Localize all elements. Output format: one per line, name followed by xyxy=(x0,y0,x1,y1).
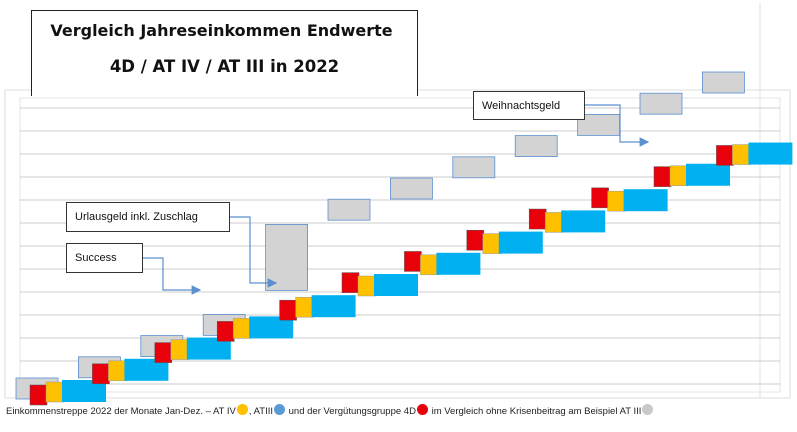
bar-at4-Nov xyxy=(669,165,689,187)
chart-caption: Einkommenstreppe 2022 der Monate Jan-Dez… xyxy=(6,404,654,417)
inner-frame xyxy=(19,97,781,393)
gray-dot-icon xyxy=(642,404,654,415)
bar-4d-Okt xyxy=(591,187,609,209)
chart-title-box: Vergleich Jahreseinkommen Endwerte 4D / … xyxy=(31,10,418,96)
bar-at3-blue-Jan xyxy=(62,380,106,402)
yellow-dot-icon xyxy=(236,404,248,415)
bar-4d-Nov xyxy=(653,166,672,187)
success-arrow xyxy=(143,257,202,295)
bar-at3-Dez xyxy=(702,71,745,94)
weihnachtsgeld-arrow xyxy=(585,104,650,147)
weihnachtsgeld-label: Weihnachtsgeld xyxy=(482,99,561,112)
bar-at4-Aug xyxy=(482,233,502,254)
bar-at3-blue-Nov xyxy=(686,163,730,186)
bar-at3-blue-Apr xyxy=(249,316,294,339)
urlaubsgeld-callout: Urlausgeld inkl. Zuschlag xyxy=(66,202,230,232)
bar-at3-Jun xyxy=(327,198,371,221)
bar-4d-Feb xyxy=(92,363,110,385)
bar-4d-Jan xyxy=(29,384,48,406)
bar-at4-Mrz xyxy=(170,339,190,360)
bar-at3-Sep xyxy=(514,135,558,158)
caption-part-at4: Einkommenstreppe 2022 der Monate Jan-Dez… xyxy=(6,406,236,417)
bar-at3-blue-Aug xyxy=(498,231,543,254)
bar-at3-blue-Mrz xyxy=(186,337,231,360)
callout-arrows xyxy=(143,104,650,295)
bar-at3-blue-Jun xyxy=(374,274,418,296)
bar-4d-Mrz xyxy=(154,342,173,363)
bar-4d-Dez xyxy=(716,145,734,166)
bar-at3-blue-Sep xyxy=(561,210,606,233)
chart-title: Vergleich Jahreseinkommen Endwerte xyxy=(50,21,393,40)
bar-4d-Jun xyxy=(341,272,360,293)
bar-at3-blue-Mai xyxy=(311,295,356,318)
bar-at4-Okt xyxy=(607,190,626,212)
bar-at4-Jul xyxy=(420,254,439,276)
bar-at4-Sep xyxy=(544,212,564,233)
red-dot-icon xyxy=(416,404,428,415)
bar-4d-Jul xyxy=(404,251,422,272)
bar-4d-Sep xyxy=(528,208,547,230)
weihnachtsgeld-callout: Weihnachtsgeld xyxy=(473,91,585,120)
bar-at4-Mai xyxy=(295,296,314,318)
bar-4d-Aug xyxy=(466,229,485,251)
blue-dot-icon xyxy=(274,404,285,415)
bar-at3-Nov xyxy=(639,92,683,115)
success-label: Success xyxy=(75,252,117,264)
bar-at3-blue-Feb xyxy=(124,358,169,381)
success-callout: Success xyxy=(66,243,143,273)
bar-at4-Dez xyxy=(732,144,751,165)
bar-4d-Mai xyxy=(279,299,297,321)
bar-at4-Jan xyxy=(45,381,65,403)
bar-at3-blue-Jul xyxy=(436,252,481,275)
caption-part-4d: und der Vergütungsgruppe 4D xyxy=(286,406,416,417)
bar-at3-Jul xyxy=(389,177,433,200)
bar-at3-blue-Okt xyxy=(623,189,668,212)
caption-part-at3: , ATIII xyxy=(248,406,273,417)
urlaubsgeld-arrow xyxy=(230,216,278,288)
bar-at4-Feb xyxy=(108,360,127,382)
bar-at3-blue-Dez xyxy=(748,142,793,165)
caption-part-compare: im Vergleich ohne Krisenbeitrag am Beisp… xyxy=(428,406,642,417)
chart-subtitle: 4D / AT IV / AT III in 2022 xyxy=(109,57,340,76)
staircase-marks xyxy=(15,71,793,406)
bar-at3-Aug xyxy=(452,156,496,179)
bar-at4-Apr xyxy=(232,318,252,339)
bar-at4-Jun xyxy=(357,275,377,297)
urlaubsgeld-label: Urlausgeld inkl. Zuschlag xyxy=(75,211,198,223)
bar-4d-Apr xyxy=(216,321,235,342)
bar-at3-Mai xyxy=(265,223,309,291)
